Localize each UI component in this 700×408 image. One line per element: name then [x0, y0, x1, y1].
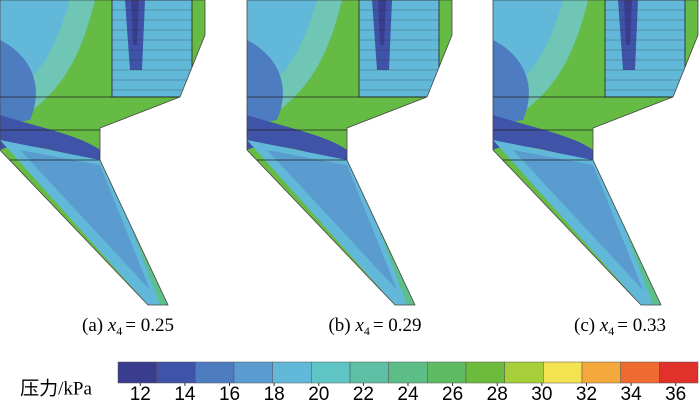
colorbar-segment	[620, 361, 660, 384]
contour-plot	[493, 0, 700, 310]
contour-plot	[0, 0, 210, 310]
colorbar-segment	[504, 361, 544, 384]
caption-letter: (a)	[82, 315, 103, 336]
colorbar-segment	[465, 361, 505, 384]
colorbar-segment	[388, 361, 428, 384]
colorbar-segment	[581, 361, 621, 384]
caption-value: 0.25	[141, 315, 174, 336]
caption-subscript: 4	[364, 324, 370, 338]
colorbar-tick-label: 12	[130, 384, 151, 405]
contour-plot	[247, 0, 457, 310]
colorbar-segment	[156, 361, 196, 384]
caption: (a) x4 = 0.25	[82, 315, 174, 337]
colorbar-segment	[117, 361, 157, 384]
colorbar-segment	[311, 361, 351, 384]
caption-letter: (b)	[328, 315, 350, 336]
caption-subscript: 4	[608, 324, 614, 338]
colorbar-tick-label: 30	[531, 384, 552, 405]
caption-relation: =	[373, 315, 384, 336]
colorbar-tick-label: 22	[353, 384, 374, 405]
caption-letter: (c)	[574, 315, 595, 336]
caption-symbol: x	[599, 315, 609, 336]
colorbar-tick-label: 18	[264, 384, 285, 405]
colorbar-segment	[659, 361, 699, 384]
colorbar-segment	[195, 361, 235, 384]
caption-symbol: x	[107, 315, 117, 336]
colorbar-tick-label: 24	[397, 384, 419, 405]
caption: (c) x4 = 0.33	[574, 315, 666, 337]
caption-relation: =	[617, 315, 628, 336]
caption-symbol: x	[354, 315, 364, 336]
colorbar-tick-label: 32	[576, 384, 597, 405]
colorbar-tick-label: 34	[621, 384, 643, 405]
colorbar-segment	[233, 361, 273, 384]
caption-relation: =	[125, 315, 136, 336]
caption: (b) x4 = 0.29	[328, 315, 421, 337]
caption-subscript: 4	[116, 324, 122, 338]
colorbar-tick-label: 20	[308, 384, 329, 405]
colorbar-tick-label: 28	[487, 384, 508, 405]
colorbar-segment	[543, 361, 583, 384]
colorbar-tick-label: 16	[219, 384, 240, 405]
caption-value: 0.29	[388, 315, 421, 336]
caption-value: 0.33	[633, 315, 666, 336]
colorbar-label: 压力/kPa	[20, 377, 92, 399]
colorbar-tick-label: 26	[442, 384, 463, 405]
colorbar-segment	[349, 361, 389, 384]
colorbar-tick-label: 14	[174, 384, 196, 405]
colorbar-segment	[272, 361, 312, 384]
colorbar-tick-label: 36	[665, 384, 686, 405]
colorbar-segment	[427, 361, 467, 384]
